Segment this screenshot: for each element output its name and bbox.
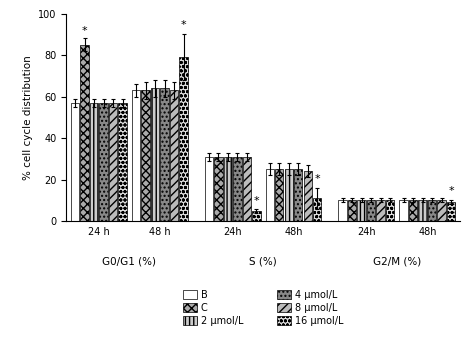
Bar xyxy=(252,211,261,221)
Bar xyxy=(386,200,394,221)
Bar xyxy=(367,200,375,221)
Text: G0/G1 (%): G0/G1 (%) xyxy=(102,256,156,266)
Text: S (%): S (%) xyxy=(249,256,277,266)
Bar xyxy=(132,90,140,221)
Text: *: * xyxy=(82,27,87,36)
Bar xyxy=(438,200,446,221)
Bar xyxy=(160,88,169,221)
Bar xyxy=(409,200,417,221)
Bar xyxy=(275,169,283,221)
Bar xyxy=(304,171,312,221)
Bar xyxy=(447,202,455,221)
Bar xyxy=(376,200,385,221)
Bar xyxy=(313,198,321,221)
Text: *: * xyxy=(448,186,454,196)
Bar xyxy=(233,157,242,221)
Bar xyxy=(71,103,79,221)
Bar xyxy=(179,57,188,221)
Bar xyxy=(170,90,178,221)
Bar xyxy=(214,157,222,221)
Text: *: * xyxy=(254,197,259,206)
Text: *: * xyxy=(314,174,320,184)
Bar xyxy=(243,157,251,221)
Bar xyxy=(224,157,232,221)
Bar xyxy=(284,169,293,221)
Bar xyxy=(348,200,356,221)
Bar xyxy=(265,169,274,221)
Bar xyxy=(100,103,108,221)
Bar xyxy=(90,103,98,221)
Bar xyxy=(357,200,366,221)
Bar xyxy=(400,200,408,221)
Legend: B, C, 2 μmol/L, 4 μmol/L, 8 μmol/L, 16 μmol/L: B, C, 2 μmol/L, 4 μmol/L, 8 μmol/L, 16 μ… xyxy=(181,288,345,328)
Bar xyxy=(151,88,159,221)
Bar xyxy=(205,157,213,221)
Bar xyxy=(419,200,427,221)
Bar xyxy=(294,169,302,221)
Bar xyxy=(81,45,89,221)
Y-axis label: % cell cycle distribution: % cell cycle distribution xyxy=(23,55,33,180)
Bar xyxy=(428,200,436,221)
Bar xyxy=(141,90,150,221)
Bar xyxy=(338,200,347,221)
Text: G2/M (%): G2/M (%) xyxy=(373,256,421,266)
Text: *: * xyxy=(181,20,186,30)
Bar xyxy=(109,103,117,221)
Bar xyxy=(118,103,127,221)
